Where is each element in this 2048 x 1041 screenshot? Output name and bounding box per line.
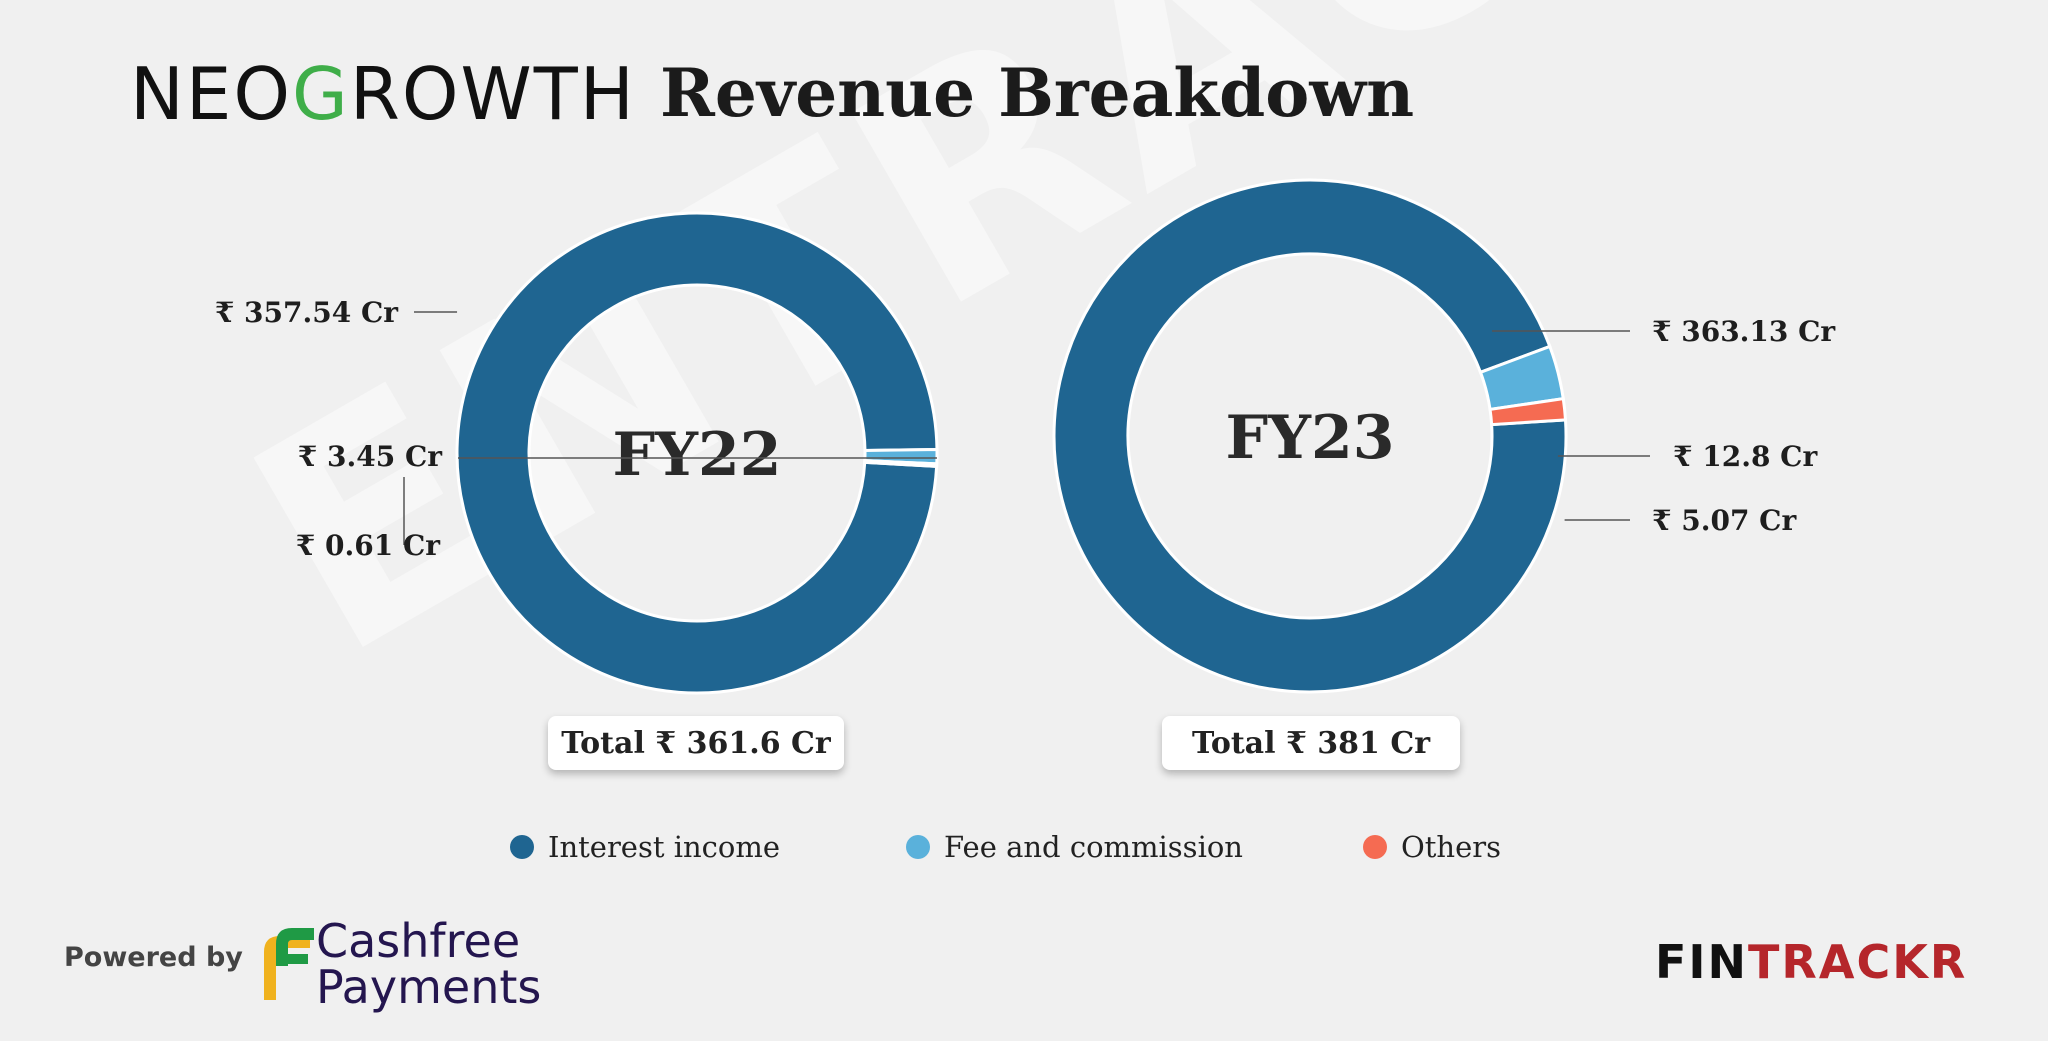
donut-center-label: FY22 xyxy=(613,420,782,490)
cashfree-wordmark: Cashfree Payments xyxy=(316,918,541,1010)
legend-label: Fee and commission xyxy=(944,830,1243,864)
publisher-logo-part2: TRACKR xyxy=(1748,935,1968,989)
data-label: ₹ 12.8 Cr xyxy=(1673,440,1818,473)
publisher-logo-part1: FIN xyxy=(1655,935,1749,989)
fy22-total-box: Total ₹ 361.6 Cr xyxy=(548,716,844,770)
fy23-total-box: Total ₹ 381 Cr xyxy=(1162,716,1460,770)
legend-item-interest-income: Interest income xyxy=(510,830,780,864)
legend-item-fee-and-commission: Fee and commission xyxy=(906,830,1243,864)
cashfree-logo-icon xyxy=(264,928,314,1000)
legend-label: Interest income xyxy=(548,830,781,864)
donut-fy22: FY22 ₹ 357.54 Cr ₹ 3.45 Cr ₹ 0.61 Cr xyxy=(215,211,939,695)
page-title: Revenue Breakdown xyxy=(660,54,1415,132)
data-label: ₹ 357.54 Cr xyxy=(215,296,399,329)
growth-arrow-icon: G xyxy=(292,52,350,136)
legend-label: Others xyxy=(1401,830,1502,864)
data-label: ₹ 0.61 Cr xyxy=(296,529,441,562)
cashfree-wordmark-line1: Cashfree xyxy=(316,914,521,968)
legend-item-others: Others xyxy=(1363,830,1501,864)
donut-slice-interest-income xyxy=(1052,178,1568,694)
legend-swatch-fee-and-commission xyxy=(906,835,930,859)
cashfree-wordmark-line2: Payments xyxy=(316,960,542,1014)
legend-swatch-interest-income xyxy=(510,835,534,859)
donut-slice-others xyxy=(863,459,939,468)
legend-swatch-others xyxy=(1363,835,1387,859)
data-label: ₹ 3.45 Cr xyxy=(298,440,443,473)
donut-slice-others xyxy=(1488,396,1568,427)
data-label: ₹ 363.13 Cr xyxy=(1652,315,1836,348)
donut-slice-interest-income xyxy=(455,211,939,695)
donut-fy23: FY23 ₹ 363.13 Cr ₹ 12.8 Cr ₹ 5.07 Cr xyxy=(1052,178,1836,694)
publisher-logo: FINTRACKR xyxy=(1655,935,1967,989)
company-logo: NEOGROWTH xyxy=(130,52,636,136)
donut-center-label: FY23 xyxy=(1226,403,1395,473)
data-label: ₹ 5.07 Cr xyxy=(1652,504,1797,537)
powered-by-label: Powered by xyxy=(64,942,243,973)
chart-legend: Interest income Fee and commission Other… xyxy=(0,830,2048,870)
